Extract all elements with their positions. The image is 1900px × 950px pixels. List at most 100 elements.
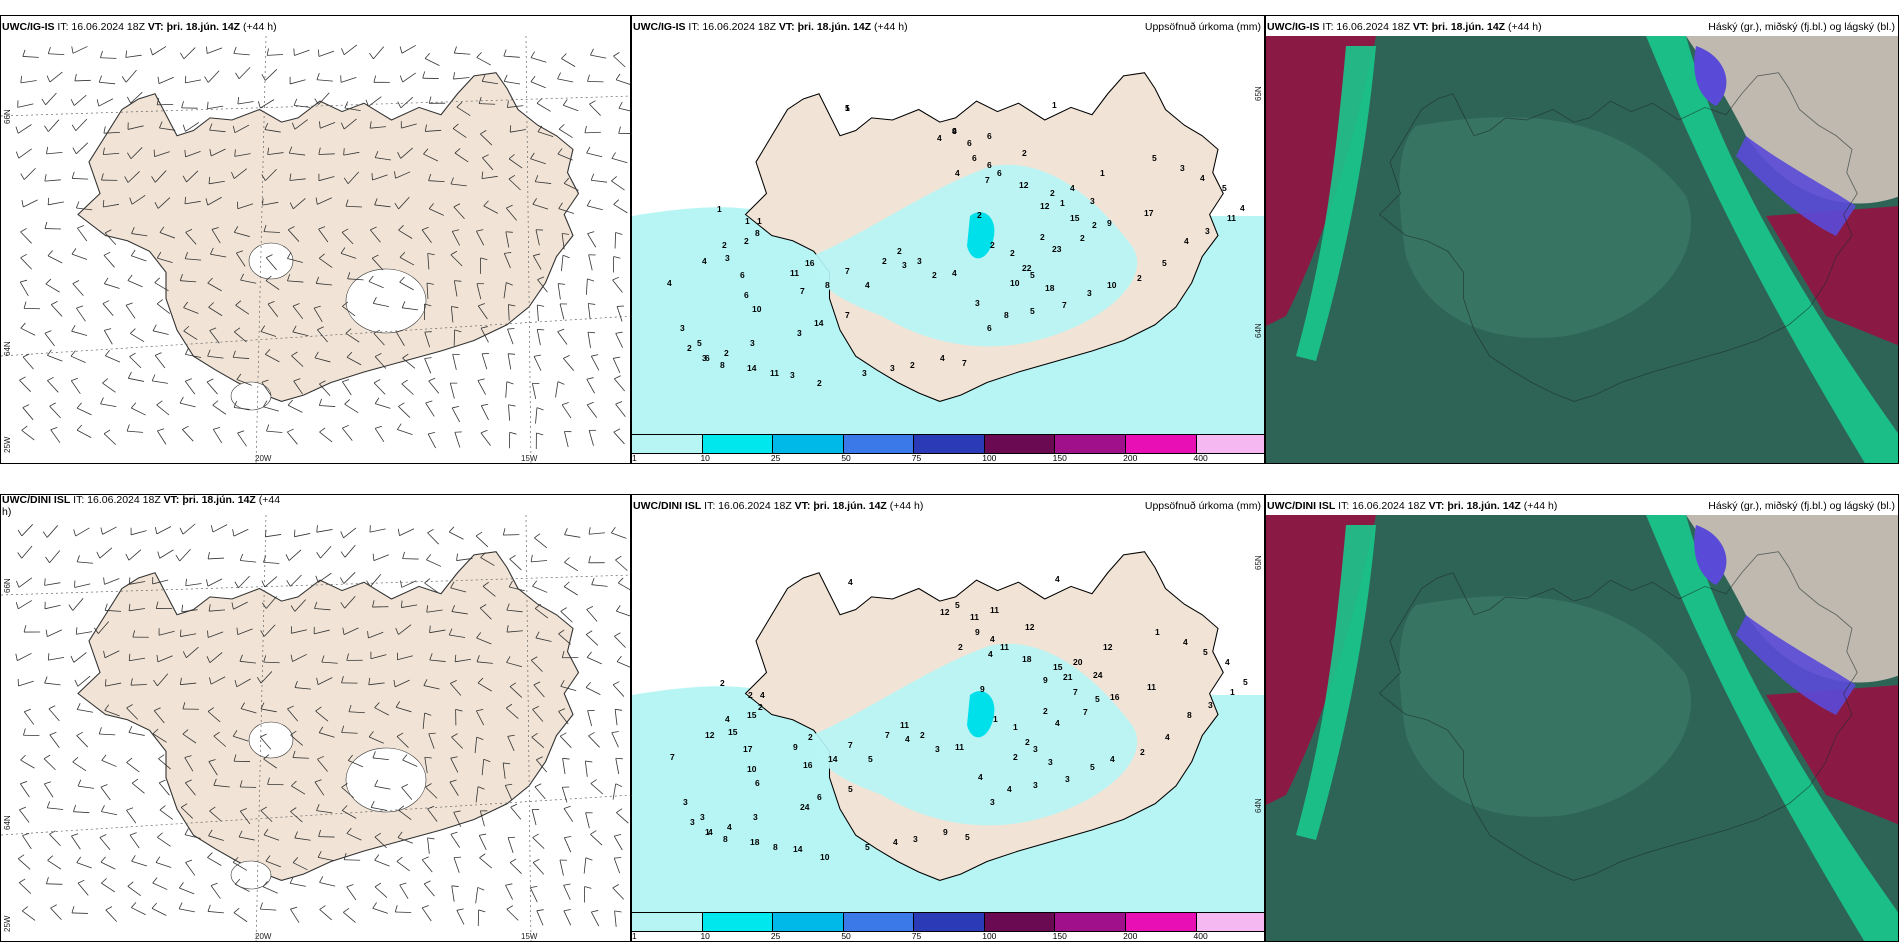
wind-barb bbox=[616, 305, 625, 322]
wind-barb bbox=[374, 779, 391, 790]
wind-barb bbox=[208, 302, 223, 317]
wind-barb bbox=[371, 254, 384, 271]
precip-value-label: 5 bbox=[955, 600, 960, 610]
lon-label-15w: 15W bbox=[521, 932, 538, 941]
wind-barb bbox=[563, 177, 579, 191]
wind-barb bbox=[44, 119, 60, 132]
wind-barb bbox=[563, 883, 571, 900]
wind-barb bbox=[157, 76, 174, 85]
wind-barb bbox=[42, 525, 59, 538]
wind-barb bbox=[72, 280, 84, 296]
iceland-outline bbox=[1378, 551, 1858, 881]
wind-barb bbox=[130, 402, 146, 416]
wind-barb bbox=[265, 855, 281, 868]
wind-barb bbox=[503, 252, 512, 269]
wind-barb bbox=[315, 276, 333, 286]
wind-barb bbox=[76, 856, 92, 869]
wind-barb bbox=[373, 379, 386, 395]
legend-swatch-4 bbox=[914, 913, 985, 931]
wind-barb bbox=[102, 300, 114, 316]
wind-barb bbox=[452, 123, 467, 138]
wind-barb bbox=[76, 305, 86, 322]
wind-barb bbox=[502, 762, 511, 779]
wind-barb bbox=[157, 549, 174, 559]
precip-value-label: 1 bbox=[757, 216, 762, 226]
wind-barb bbox=[563, 836, 572, 853]
wind-barb bbox=[395, 624, 412, 635]
wind-barb bbox=[586, 401, 598, 418]
wind-barb bbox=[533, 681, 545, 698]
wind-barb bbox=[180, 47, 196, 60]
wind-barb bbox=[290, 906, 300, 923]
cloud-cover-map bbox=[1266, 36, 1898, 463]
precip-value-label: 18 bbox=[1045, 283, 1055, 293]
wind-barb bbox=[509, 858, 522, 874]
wind-barb bbox=[614, 632, 626, 648]
wind-barb bbox=[70, 652, 87, 663]
precip-value-label: 2 bbox=[1010, 248, 1015, 258]
wind-barb bbox=[98, 727, 116, 736]
wind-barb bbox=[424, 578, 438, 593]
legend-tick-label: 150 bbox=[1052, 931, 1067, 941]
cloud-mid-band bbox=[1646, 515, 1898, 941]
wind-barb bbox=[44, 221, 61, 230]
wind-barb bbox=[371, 173, 388, 181]
wind-barb bbox=[263, 224, 280, 233]
precip-value-label: 9 bbox=[943, 827, 948, 837]
precip-value-label: 12 bbox=[940, 607, 950, 617]
wind-barb bbox=[77, 879, 89, 896]
wind-barb bbox=[453, 329, 462, 346]
precip-value-label: 2 bbox=[1140, 747, 1145, 757]
wind-barb bbox=[475, 887, 485, 904]
wind-barb bbox=[369, 525, 386, 533]
wind-barb bbox=[46, 876, 63, 885]
wind-barb bbox=[563, 355, 574, 371]
wind-barb bbox=[429, 625, 446, 634]
legend-tick-label: 50 bbox=[841, 931, 851, 941]
precip-value-label: 6 bbox=[705, 353, 710, 363]
wind-barb bbox=[233, 754, 251, 762]
wind-barb bbox=[206, 652, 223, 664]
wind-barb bbox=[158, 628, 175, 636]
legend-tick-label: 25 bbox=[770, 453, 781, 463]
wind-barb bbox=[267, 777, 284, 786]
wind-barb bbox=[483, 200, 499, 214]
wind-barb bbox=[319, 905, 332, 921]
wind-barb bbox=[613, 857, 622, 874]
wind-barb bbox=[182, 170, 199, 183]
wind-barb bbox=[319, 380, 331, 397]
precip-value-label: 1 bbox=[705, 827, 710, 837]
wind-barb bbox=[232, 528, 249, 537]
precip-value-label: 14 bbox=[793, 844, 803, 854]
wind-barb bbox=[559, 859, 567, 876]
precip-legend-ticks: 1 10 25 50 75 100 150 200 400 bbox=[632, 453, 1264, 463]
precip-value-label: 7 bbox=[1073, 687, 1078, 697]
wind-barb bbox=[125, 549, 142, 561]
precip-value-label: 4 bbox=[937, 133, 942, 143]
precip-value-label: 4 bbox=[955, 168, 960, 178]
wind-barb bbox=[423, 148, 439, 162]
precip-value-label: 9 bbox=[1043, 675, 1048, 685]
wind-barb bbox=[453, 856, 461, 873]
precip-value-label: 4 bbox=[990, 634, 995, 644]
precip-value-label: 5 bbox=[1203, 647, 1208, 657]
wind-barb bbox=[448, 526, 464, 540]
precip-value-label: 17 bbox=[1144, 208, 1154, 218]
wind-barb bbox=[290, 807, 303, 823]
legend-tick-label: 150 bbox=[1052, 453, 1067, 463]
wind-barb bbox=[233, 46, 250, 56]
wind-barb bbox=[316, 804, 333, 814]
wind-barb bbox=[73, 527, 90, 537]
wind-barb bbox=[207, 277, 222, 292]
cloud-mid-area bbox=[1694, 525, 1727, 585]
wind-barb bbox=[313, 305, 323, 322]
wind-barb bbox=[231, 168, 248, 179]
wind-barb bbox=[475, 786, 485, 803]
wind-barb bbox=[209, 806, 222, 822]
precip-value-label: 4 bbox=[708, 827, 713, 837]
wind-barb bbox=[563, 805, 574, 823]
wind-barb bbox=[184, 378, 196, 395]
wind-barb bbox=[151, 170, 167, 183]
wind-barb bbox=[71, 118, 88, 131]
wind-barb bbox=[476, 632, 492, 645]
